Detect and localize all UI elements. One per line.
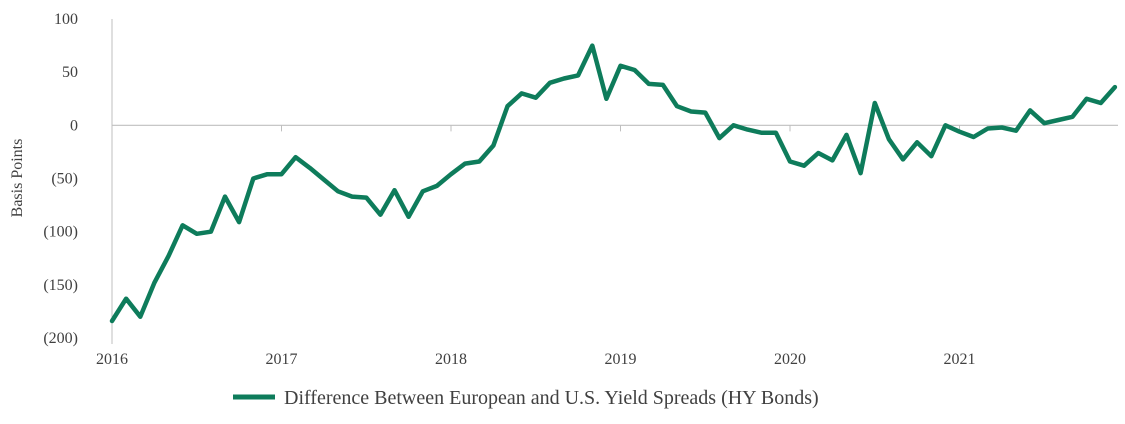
series-line — [109, 43, 1118, 324]
y-tick-label: (150) — [43, 277, 78, 294]
x-tick-label: 2018 — [435, 351, 467, 368]
y-tick-label: 100 — [54, 11, 78, 28]
legend: Difference Between European and U.S. Yie… — [233, 387, 819, 409]
axes — [111, 19, 1118, 344]
y-tick-label: (100) — [43, 224, 78, 241]
y-tick-label: 0 — [70, 117, 78, 134]
y-axis-title: Basis Points — [9, 139, 26, 218]
x-tick-label: 2017 — [266, 351, 298, 368]
y-tick-label: (50) — [51, 171, 78, 188]
x-axis-tick-labels: 2016 2017 2018 2019 2020 2021 — [96, 351, 976, 368]
y-tick-label: 50 — [62, 64, 78, 81]
x-tick-label: 2020 — [774, 351, 806, 368]
x-tick-label: 2019 — [605, 351, 637, 368]
y-tick-label: (200) — [43, 330, 78, 347]
x-tick-label: 2016 — [96, 351, 128, 368]
legend-label: Difference Between European and U.S. Yie… — [284, 387, 819, 409]
x-tick-label: 2021 — [944, 351, 976, 368]
y-axis-tick-labels: 100 50 0 (50) (100) (150) (200) — [43, 11, 78, 347]
plot-area — [109, 43, 1118, 324]
